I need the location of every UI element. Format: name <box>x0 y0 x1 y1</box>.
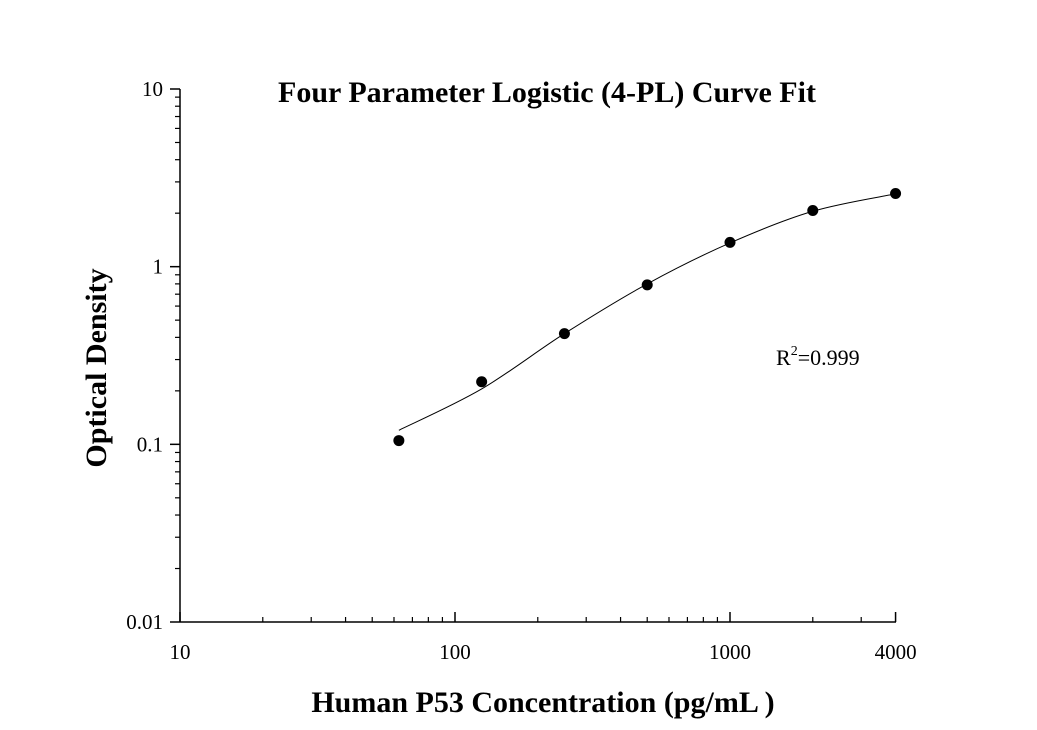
x-ticks: 10 100 1000 4000 <box>170 612 917 664</box>
r-squared-base: R <box>776 345 791 370</box>
x-tick-label: 10 <box>170 640 191 664</box>
chart-title: Four Parameter Logistic (4-PL) Curve Fit <box>278 76 816 109</box>
x-tick-label: 100 <box>439 640 471 664</box>
data-point <box>393 435 405 447</box>
y-tick-label: 0.1 <box>137 432 163 456</box>
x-tick-label: 1000 <box>709 640 751 664</box>
data-point <box>807 205 819 217</box>
x-tick-label: 4000 <box>875 640 917 664</box>
data-point <box>641 279 653 291</box>
y-tick-label: 0.01 <box>126 610 163 634</box>
y-tick-label: 1 <box>153 255 164 279</box>
y-tick-label: 10 <box>142 77 163 101</box>
data-point <box>724 236 736 248</box>
r-squared-value: =0.999 <box>798 345 860 370</box>
y-axis-label: Optical Density <box>80 268 113 467</box>
y-ticks: 0.01 0.1 1 10 <box>126 77 180 634</box>
data-points <box>393 188 902 447</box>
r-squared-superscript: 2 <box>791 344 798 359</box>
axes: 10 100 1000 4000 0.01 0.1 1 10 <box>126 77 916 664</box>
r-squared-annotation: R2=0.999 <box>776 344 860 370</box>
x-axis-label: Human P53 Concentration (pg/mL ) <box>311 686 774 719</box>
data-point <box>890 188 902 200</box>
data-point <box>558 328 570 340</box>
fit-curve <box>398 193 896 431</box>
data-point <box>476 376 488 388</box>
